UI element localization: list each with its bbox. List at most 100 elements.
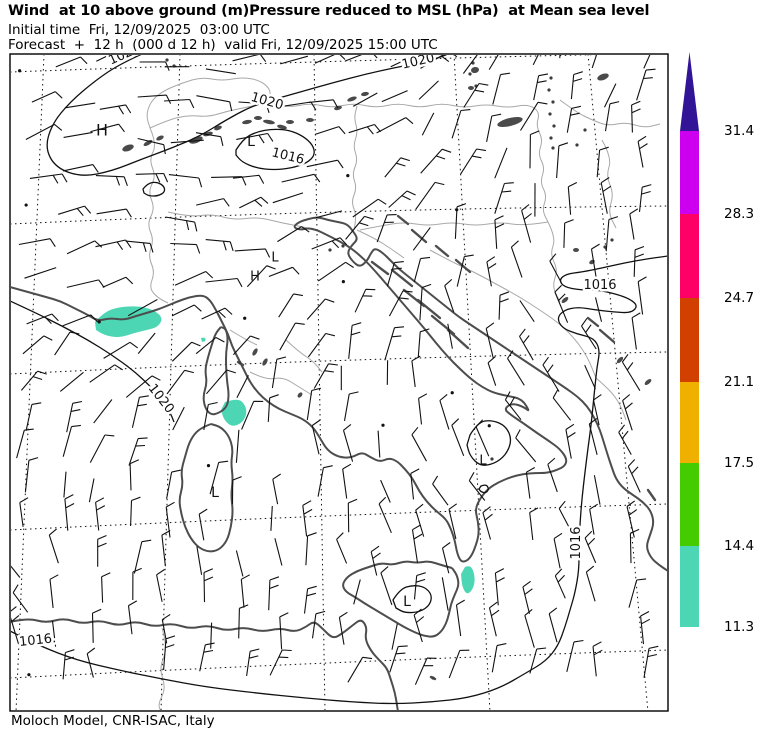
wind-barb xyxy=(203,401,218,431)
wind-barb xyxy=(413,608,425,643)
wind-barb xyxy=(270,505,273,531)
colorbar-tick-label: 28.3 xyxy=(724,206,754,222)
wind-barb xyxy=(29,173,68,184)
border-line xyxy=(356,229,405,259)
wind-barb xyxy=(447,323,453,349)
wind-barb xyxy=(584,364,596,390)
wind-barb xyxy=(62,314,98,327)
wind-barb xyxy=(547,457,558,493)
wind-barb xyxy=(566,105,582,133)
calm-wind-dot xyxy=(206,464,211,468)
wind-barb xyxy=(11,606,20,645)
wind-barb xyxy=(488,601,500,637)
wind-barb xyxy=(274,538,283,566)
map-speck xyxy=(575,143,579,147)
wind-barb xyxy=(515,429,537,463)
wind-barb xyxy=(504,391,522,421)
terrain-mark xyxy=(616,356,624,364)
wind-barb xyxy=(64,102,96,109)
wind-barb xyxy=(241,400,264,430)
wind-barb xyxy=(519,328,534,361)
map-speck xyxy=(165,58,169,62)
wind-barb xyxy=(303,585,317,614)
wind-barb xyxy=(525,467,535,499)
wind-barb xyxy=(231,476,242,505)
wind-barb xyxy=(380,566,393,606)
border-line xyxy=(547,221,561,303)
terrain-mark xyxy=(297,392,303,398)
wind-barb xyxy=(548,607,558,643)
wind-barb xyxy=(529,507,539,540)
wind-barb xyxy=(95,175,128,186)
wind-barb xyxy=(156,569,165,602)
wind-barb xyxy=(581,317,597,350)
wind-barb xyxy=(268,266,300,278)
map-speck xyxy=(431,676,435,680)
low-pressure-marker: L xyxy=(247,134,255,150)
island-mark xyxy=(370,260,390,276)
wind-barb xyxy=(317,465,333,497)
wind-barb xyxy=(235,429,240,463)
colorbar-tick-label: 11.3 xyxy=(724,619,754,635)
wind-barb xyxy=(462,55,478,74)
wind-barb xyxy=(168,174,203,188)
wind-barb xyxy=(246,265,276,288)
wind-barb xyxy=(618,424,632,455)
wind-barb xyxy=(413,572,426,600)
wind-barb xyxy=(137,137,166,155)
wind-barb xyxy=(556,142,569,179)
wind-barb xyxy=(201,307,233,320)
wind-barb xyxy=(20,370,47,391)
border-line xyxy=(429,249,597,379)
wind-barb xyxy=(336,532,348,564)
wind-barb xyxy=(637,276,647,315)
high-pressure-marker: H xyxy=(96,121,108,140)
wind-barb xyxy=(232,55,267,63)
colorbar-tick-label: 24.7 xyxy=(724,290,754,306)
wind-barb xyxy=(377,430,381,458)
wind-barb xyxy=(268,576,280,611)
colorbar-segment xyxy=(680,463,699,546)
wind-barb xyxy=(129,459,140,491)
wind-barb xyxy=(170,242,201,254)
wind-barb xyxy=(633,245,645,277)
low-pressure-marker: L xyxy=(211,485,219,501)
colorbar-tick-label: 17.5 xyxy=(724,455,754,471)
border-line xyxy=(285,339,323,373)
island-mark xyxy=(410,228,428,244)
wind-barb xyxy=(238,604,249,639)
wind-barb xyxy=(269,649,292,676)
wind-barb xyxy=(66,240,103,255)
wind-barb xyxy=(317,261,354,282)
wind-barb xyxy=(388,190,416,208)
wind-barb xyxy=(451,418,465,456)
wind-barb xyxy=(521,204,532,243)
island-mark xyxy=(434,244,450,258)
wind-barb xyxy=(381,90,408,103)
calm-wind-dot xyxy=(341,280,345,284)
coastline-layer xyxy=(11,214,667,710)
wind-barb xyxy=(211,176,247,186)
wind-barb xyxy=(558,500,573,534)
wind-barb xyxy=(279,101,317,111)
wind-barb xyxy=(391,623,398,650)
wind-barb xyxy=(354,288,376,313)
island-mark xyxy=(598,328,616,344)
wind-barb xyxy=(563,219,574,248)
wind-barb xyxy=(494,215,505,249)
wind-barb xyxy=(306,298,335,320)
map-speck xyxy=(238,361,242,365)
wind-barb xyxy=(604,83,617,108)
island-mark xyxy=(390,268,414,288)
wind-barb xyxy=(195,132,224,147)
border-line xyxy=(229,329,258,346)
wind-barb xyxy=(314,126,346,135)
terrain-mark xyxy=(361,91,369,97)
map-speck xyxy=(551,146,555,150)
wind-barb xyxy=(127,600,138,635)
wind-barb xyxy=(338,611,348,645)
wind-barb xyxy=(302,500,313,537)
colorbar-tick-label: 14.4 xyxy=(724,538,754,554)
terrain-mark xyxy=(347,96,357,102)
map-speck xyxy=(341,244,345,248)
